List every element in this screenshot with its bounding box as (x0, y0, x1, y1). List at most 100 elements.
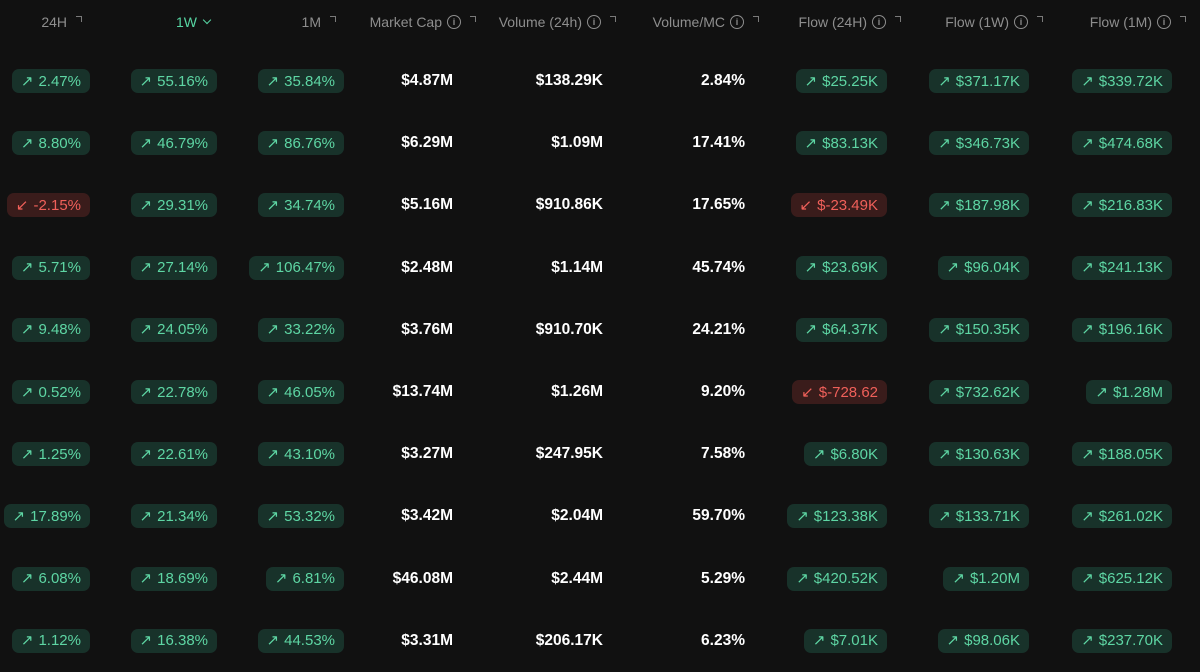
c24h-value: 8.80% (38, 134, 81, 152)
arrow-up-right-icon: ↗ (139, 259, 153, 277)
info-icon[interactable]: i (730, 15, 744, 29)
cell-c1w: ↗ 46.79% (130, 131, 217, 156)
cell-vmc: 6.23% (701, 629, 745, 653)
f1m-value: $1.28M (1112, 383, 1163, 401)
f1w-change-badge: ↗ $130.63K (929, 442, 1029, 467)
c24h-value: 1.12% (38, 632, 81, 650)
cell-c1w: ↗ 18.69% (130, 566, 217, 591)
cell-c24h: ↗ 0.52% (11, 380, 90, 404)
table-row[interactable]: ↗ 0.52% ↗ 22.78% ↗ 46.05% $13.74M $1.26M 9.20% ↙ $… (0, 361, 1200, 423)
arrow-up-right-icon: ↗ (139, 196, 153, 214)
cell-c1w: ↗ 29.31% (130, 193, 217, 218)
arrow-up-right-icon: ↗ (139, 570, 153, 588)
arrow-up-right-icon: ↗ (1081, 196, 1094, 214)
header-flow-24h[interactable]: Flow (24H) i (799, 12, 901, 32)
vol-value: $138.29K (535, 72, 603, 89)
table-row[interactable]: ↗ 8.80% ↗ 46.79% ↗ 86.76% $6.29M $1.09M 17.41% ↗ $… (0, 112, 1200, 174)
cell-f1w: ↗ $96.04K (937, 255, 1029, 280)
f24-value: $-728.62 (818, 383, 878, 401)
f1w-value: $187.98K (955, 196, 1020, 214)
table-row[interactable]: ↗ 17.89% ↗ 21.34% ↗ 53.32% $3.42M $2.04M 59.70% ↗… (0, 485, 1200, 547)
f1w-value: $1.20M (969, 570, 1020, 588)
f24-value: $83.13K (822, 134, 878, 152)
header-market-cap[interactable]: Market Cap i (370, 12, 476, 32)
header-1m[interactable]: 1M (302, 12, 336, 32)
cell-f1w: ↗ $150.35K (929, 317, 1029, 342)
c1m-change-badge: ↗ 106.47% (249, 255, 344, 280)
table-row[interactable]: ↙ -2.15% ↗ 29.31% ↗ 34.74% $5.16M $910.86K 17.65… (0, 174, 1200, 236)
arrow-up-right-icon: ↗ (139, 445, 153, 463)
f24-change-badge: ↙ $-728.62 (792, 380, 887, 404)
c1w-change-badge: ↗ 18.69% (130, 566, 217, 591)
info-icon[interactable]: i (872, 15, 886, 29)
vmc-value: 59.70% (692, 507, 745, 525)
cell-vol: $2.44M (551, 567, 603, 591)
arrow-up-right-icon: ↗ (796, 570, 809, 588)
cell-vol: $138.29K (536, 69, 603, 93)
header-flow-1w[interactable]: Flow (1W) i (945, 12, 1043, 32)
c1w-value: 21.34% (157, 507, 208, 525)
table-row[interactable]: ↗ 6.08% ↗ 18.69% ↗ 6.81% $46.08M $2.44M 5.29% ↗ $4… (0, 548, 1200, 610)
header-flow-1m[interactable]: Flow (1M) i (1090, 12, 1186, 32)
f1m-change-badge: ↗ $1.28M (1086, 380, 1172, 404)
cell-vmc: 2.84% (701, 69, 745, 93)
f24-value: $25.25K (822, 72, 878, 90)
cell-vmc: 59.70% (692, 504, 745, 528)
table-row[interactable]: ↗ 1.12% ↗ 16.38% ↗ 44.53% $3.31M $206.17K 6.23% ↗… (0, 610, 1200, 672)
cell-vol: $1.26M (551, 380, 603, 404)
f1m-value: $196.16K (1098, 321, 1163, 339)
c1w-value: 46.79% (157, 134, 208, 152)
cell-c24h: ↙ -2.15% (6, 193, 90, 218)
c1w-change-badge: ↗ 27.14% (130, 255, 217, 280)
arrow-up-right-icon: ↗ (1081, 507, 1094, 525)
c1w-change-badge: ↗ 22.61% (130, 442, 217, 467)
header-flow-1m-label: Flow (1M) (1089, 14, 1152, 30)
header-24h[interactable]: 24H (41, 12, 82, 32)
info-icon[interactable]: i (1157, 15, 1171, 29)
f1m-value: $474.68K (1098, 134, 1163, 152)
cell-c1m: ↗ 86.76% (257, 131, 344, 156)
c24h-change-badge: ↙ -2.15% (6, 193, 90, 218)
info-icon[interactable]: i (1014, 15, 1028, 29)
arrow-up-right-icon: ↗ (266, 134, 280, 152)
header-volume-mc[interactable]: Volume/MC i (653, 12, 759, 32)
cell-c1w: ↗ 22.61% (130, 442, 217, 467)
mcap-value: $3.27M (401, 445, 453, 463)
header-volume[interactable]: Volume (24h) i (499, 12, 616, 32)
f1w-change-badge: ↗ $371.17K (929, 69, 1029, 93)
cell-mcap: $3.42M (401, 504, 453, 528)
cell-vol: $247.95K (536, 442, 603, 466)
arrow-up-right-icon: ↗ (266, 321, 280, 339)
f1w-value: $150.35K (955, 321, 1020, 339)
info-icon[interactable]: i (587, 15, 601, 29)
table-row[interactable]: ↗ 2.47% ↗ 55.16% ↗ 35.84% $4.87M $138.29K 2.84% ↗… (0, 50, 1200, 112)
chevron-down-icon (202, 15, 212, 25)
f1w-value: $371.17K (955, 72, 1020, 90)
cell-c1m: ↗ 6.81% (265, 566, 344, 591)
cell-f24: ↗ $7.01K (803, 628, 887, 653)
table-row[interactable]: ↗ 5.71% ↗ 27.14% ↗ 106.47% $2.48M $1.14M 45.74% ↗… (0, 237, 1200, 299)
arrow-up-right-icon: ↗ (938, 72, 951, 90)
arrow-up-right-icon: ↗ (20, 321, 34, 339)
c1m-value: 44.53% (284, 632, 335, 650)
cell-c1m: ↗ 106.47% (249, 255, 344, 280)
sort-corner-icon (76, 16, 82, 22)
table-row[interactable]: ↗ 1.25% ↗ 22.61% ↗ 43.10% $3.27M $247.95K 7.58% ↗… (0, 423, 1200, 485)
table-header: 24H 1W 1M Market Cap i Volume (24h) i Vo… (0, 0, 1200, 44)
header-1w[interactable]: 1W (176, 12, 212, 32)
arrow-up-right-icon: ↗ (20, 383, 34, 401)
f1w-value: $133.71K (955, 507, 1020, 525)
info-icon[interactable]: i (447, 15, 461, 29)
c24h-change-badge: ↗ 9.48% (11, 317, 90, 342)
cell-mcap: $5.16M (401, 193, 453, 217)
cell-f1w: ↗ $187.98K (929, 193, 1029, 218)
mcap-value: $3.76M (401, 320, 453, 338)
f1m-value: $188.05K (1098, 445, 1163, 463)
cell-f24: ↗ $23.69K (795, 255, 887, 280)
table-row[interactable]: ↗ 9.48% ↗ 24.05% ↗ 33.22% $3.76M $910.70K 24.21%… (0, 299, 1200, 361)
c1w-value: 22.78% (157, 383, 208, 401)
arrow-up-right-icon: ↗ (266, 383, 280, 401)
cell-vol: $1.09M (551, 131, 603, 155)
arrow-up-right-icon: ↗ (1081, 134, 1094, 152)
